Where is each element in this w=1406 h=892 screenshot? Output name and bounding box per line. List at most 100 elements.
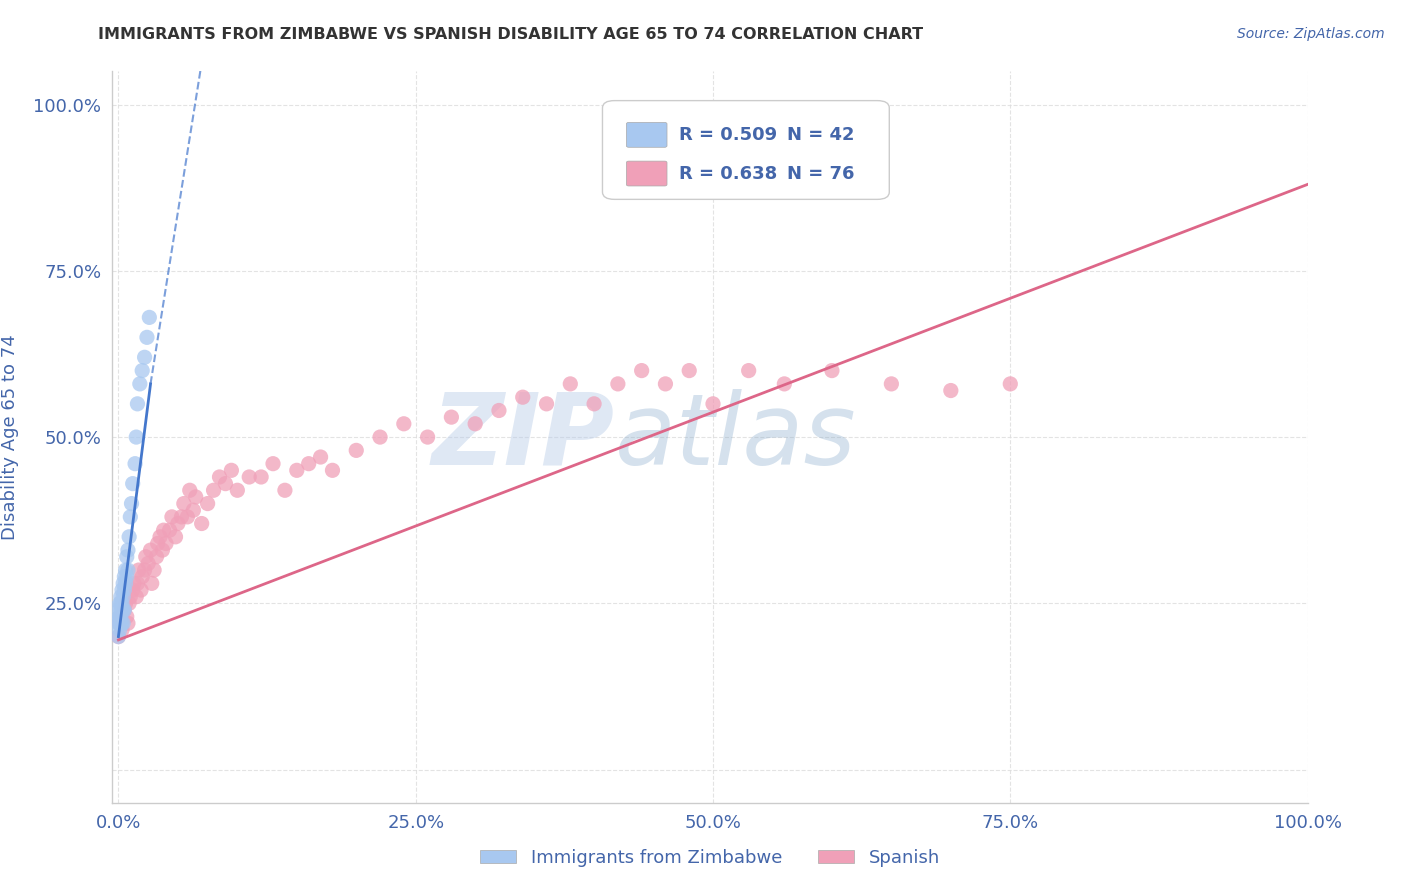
Point: [226, 483, 249, 498]
Point: [678, 363, 700, 377]
Point: [112, 590, 135, 604]
Point: [176, 509, 198, 524]
Point: [120, 509, 142, 524]
Point: [117, 543, 139, 558]
Y-axis label: Disability Age 65 to 74: Disability Age 65 to 74: [1, 334, 20, 540]
Point: [112, 603, 135, 617]
Point: [111, 582, 134, 597]
Point: [344, 443, 367, 458]
Point: [173, 497, 195, 511]
Point: [115, 570, 138, 584]
Text: atlas: atlas: [614, 389, 856, 485]
Point: [107, 630, 129, 644]
Text: ZIP: ZIP: [432, 389, 614, 485]
Point: [117, 563, 139, 577]
Point: [136, 330, 159, 344]
Point: [184, 490, 207, 504]
Point: [107, 630, 129, 644]
Point: [416, 430, 439, 444]
Point: [262, 457, 284, 471]
Text: N = 76: N = 76: [786, 164, 853, 183]
Point: [654, 376, 676, 391]
Point: [145, 549, 167, 564]
Point: [110, 609, 132, 624]
Text: R = 0.638: R = 0.638: [679, 164, 778, 183]
Point: [124, 457, 146, 471]
Point: [152, 543, 174, 558]
Point: [309, 450, 332, 464]
Point: [110, 603, 132, 617]
Point: [146, 536, 169, 550]
Point: [512, 390, 534, 404]
FancyBboxPatch shape: [627, 161, 666, 186]
Point: [118, 596, 141, 610]
Point: [939, 384, 962, 398]
Point: [190, 516, 212, 531]
Point: [392, 417, 415, 431]
Point: [167, 516, 190, 531]
Point: [108, 616, 131, 631]
Point: [111, 603, 134, 617]
Point: [131, 363, 153, 377]
Point: [221, 463, 243, 477]
Point: [170, 509, 193, 524]
Point: [250, 470, 273, 484]
Point: [110, 609, 132, 624]
Point: [159, 523, 181, 537]
Point: [821, 363, 844, 377]
Point: [121, 497, 143, 511]
Point: [125, 430, 148, 444]
Point: [368, 430, 391, 444]
Point: [440, 410, 463, 425]
Point: [121, 476, 143, 491]
Point: [110, 596, 132, 610]
Point: [112, 570, 135, 584]
Point: [107, 603, 129, 617]
Point: [773, 376, 796, 391]
Point: [125, 590, 148, 604]
Point: [127, 397, 149, 411]
Point: [111, 596, 134, 610]
Point: [128, 376, 150, 391]
Point: [183, 503, 205, 517]
Point: [143, 563, 166, 577]
Point: [112, 616, 135, 631]
Point: [121, 582, 143, 597]
Point: [179, 483, 201, 498]
Point: [108, 616, 131, 631]
Point: [560, 376, 582, 391]
Point: [127, 576, 149, 591]
Point: [702, 397, 724, 411]
Point: [880, 376, 903, 391]
Point: [135, 549, 157, 564]
Point: [274, 483, 297, 498]
Point: [238, 470, 260, 484]
Point: [115, 549, 138, 564]
Point: [110, 590, 132, 604]
Point: [321, 463, 343, 477]
Point: [165, 530, 187, 544]
Point: [606, 376, 628, 391]
Point: [115, 609, 138, 624]
Point: [214, 476, 236, 491]
Point: [298, 457, 321, 471]
Text: IMMIGRANTS FROM ZIMBABWE VS SPANISH DISABILITY AGE 65 TO 74 CORRELATION CHART: IMMIGRANTS FROM ZIMBABWE VS SPANISH DISA…: [98, 27, 924, 42]
Text: R = 0.509: R = 0.509: [679, 126, 778, 144]
Point: [112, 576, 135, 591]
Point: [111, 623, 134, 637]
Point: [536, 397, 558, 411]
Point: [114, 563, 136, 577]
Point: [128, 563, 150, 577]
Point: [488, 403, 510, 417]
Point: [108, 623, 131, 637]
FancyBboxPatch shape: [627, 122, 666, 147]
Point: [107, 616, 129, 631]
Point: [112, 603, 135, 617]
Point: [149, 530, 172, 544]
Point: [464, 417, 486, 431]
Point: [131, 570, 153, 584]
Point: [108, 609, 131, 624]
Point: [111, 616, 134, 631]
Point: [110, 616, 132, 631]
Point: [160, 509, 183, 524]
